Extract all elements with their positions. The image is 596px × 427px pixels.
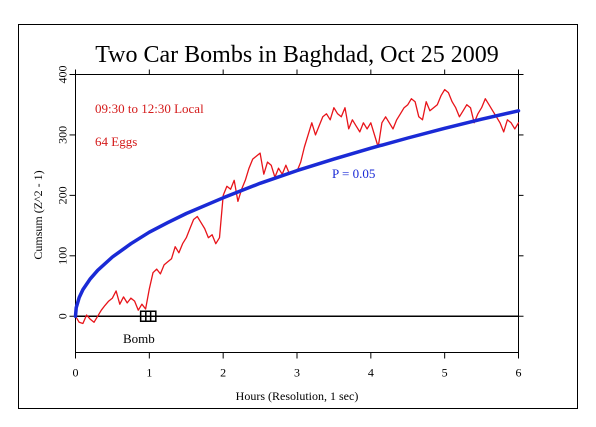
y-tick-label: 200 bbox=[56, 186, 70, 204]
x-tick-label: 0 bbox=[73, 366, 79, 380]
p-envelope-line bbox=[73, 109, 521, 318]
y-tick-label: 300 bbox=[56, 126, 70, 144]
annotation-bomb: Bomb bbox=[123, 331, 155, 346]
axis-ticks: 0 1 2 3 4 5 6 0 100 200 300 400 bbox=[56, 66, 524, 380]
cumsum-line bbox=[74, 88, 520, 325]
event-marker bbox=[145, 310, 157, 322]
x-axis-label: Hours (Resolution, 1 sec) bbox=[236, 389, 359, 403]
annotation-p-value: P = 0.05 bbox=[332, 166, 375, 181]
x-tick-label: 1 bbox=[146, 366, 152, 380]
y-axis-label: Cumsum (Z^2 - 1) bbox=[31, 170, 45, 259]
x-tick-label: 3 bbox=[294, 366, 300, 380]
x-tick-label: 5 bbox=[442, 366, 448, 380]
y-tick-label: 100 bbox=[56, 247, 70, 265]
chart-title: Two Car Bombs in Baghdad, Oct 25 2009 bbox=[95, 42, 499, 68]
annotation-eggs: 64 Eggs bbox=[95, 134, 137, 149]
figure-frame bbox=[18, 24, 578, 409]
y-tick-label: 0 bbox=[56, 313, 70, 319]
x-tick-label: 4 bbox=[368, 366, 374, 380]
chart-marks bbox=[73, 88, 521, 325]
y-tick-label: 400 bbox=[56, 66, 70, 84]
x-tick-label: 2 bbox=[220, 366, 226, 380]
annotation-time-window: 09:30 to 12:30 Local bbox=[95, 101, 204, 116]
x-tick-label: 6 bbox=[516, 366, 522, 380]
